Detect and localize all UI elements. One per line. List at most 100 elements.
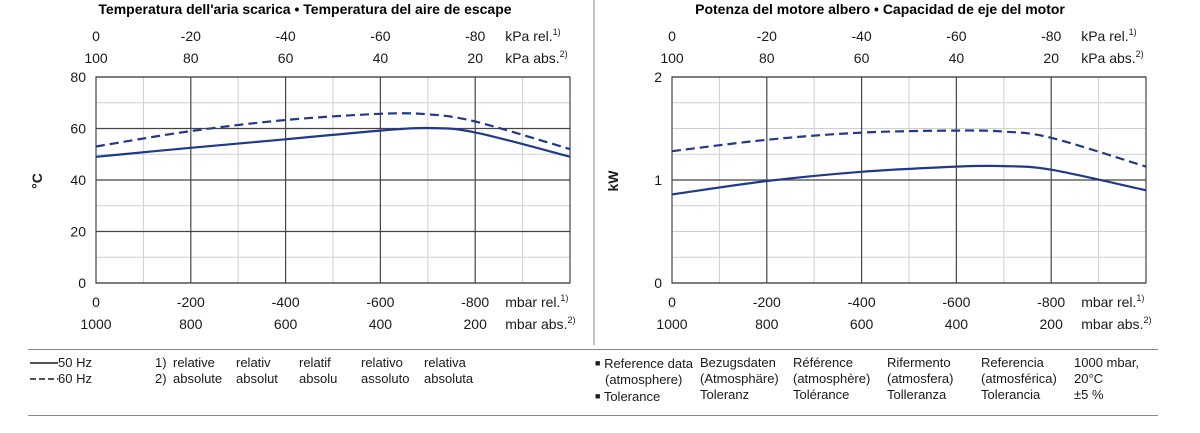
reference-es-tol: Tolerancia <box>981 387 1041 402</box>
y-tick-label: 20 <box>70 224 86 240</box>
footnote-en: relative absolute <box>173 355 222 387</box>
x-top-rel-tick-label: -80 <box>465 28 485 44</box>
series-line-50hz <box>671 164 1147 196</box>
legend-top-rule <box>28 349 1158 350</box>
reference-it-tol: Tolleranza <box>887 387 947 402</box>
legend-entry-60hz: 60 Hz <box>30 371 92 387</box>
y-tick-label: 80 <box>70 69 86 85</box>
reference-it: Rifermento (atmosfera) Tolleranza <box>887 355 953 403</box>
footnote-fr-rel: relatif <box>299 355 331 370</box>
reference-en-data: ■ Reference data <box>595 355 693 372</box>
reference-de-tol: Toleranz <box>700 387 750 402</box>
x-top-abs-tick-label: 20 <box>1043 50 1059 66</box>
reference-es-data: Referencia <box>981 355 1044 370</box>
x-bottom-rel-tick-label: 0 <box>668 294 676 310</box>
y-tick-label: 0 <box>654 275 662 291</box>
x-bottom-abs-tick-label: 400 <box>369 316 393 332</box>
x-top-abs-tick-label: 100 <box>660 50 684 66</box>
reference-data: ■ Reference data (atmosphere) ■ Toleranc… <box>595 355 1155 409</box>
line-style-legend: 50 Hz 60 Hz <box>30 355 92 387</box>
footnotes: 1) 2) relative absolute relativ absolut … <box>155 355 495 395</box>
chart-title: Potenza del motore albero • Capacidad de… <box>695 1 1065 17</box>
x-bottom-rel-tick-label: -400 <box>272 294 300 310</box>
x-top-abs-tick-label: 80 <box>759 50 775 66</box>
reference-en-atm: (atmosphere) <box>605 372 683 387</box>
x-top-rel-tick-label: -40 <box>851 28 871 44</box>
y-tick-label: 40 <box>70 172 86 188</box>
x-bottom-rel-tick-label: 0 <box>92 294 100 310</box>
footnote-de-abs: absolut <box>236 371 278 386</box>
reference-it-atm: (atmosfera) <box>887 371 954 386</box>
x-top-abs-tick-label: 80 <box>183 50 199 66</box>
x-bottom-rel-tick-label: -200 <box>753 294 781 310</box>
footnote-es: relativa absoluta <box>424 355 473 387</box>
x-bottom-abs-tick-label: 1000 <box>656 316 687 332</box>
plot-frame <box>95 76 571 284</box>
footnote-1: 1) <box>155 355 167 370</box>
x-top-rel-tick-label: -60 <box>370 28 390 44</box>
x-top-abs-tick-label: 60 <box>854 50 870 66</box>
dashed-line-swatch <box>30 378 58 380</box>
x-bottom-rel-tick-label: -800 <box>1037 294 1065 310</box>
footnote-es-rel: relativa <box>424 355 466 370</box>
reference-fr-tol: Tolérance <box>793 387 850 402</box>
chart-title: Temperatura dell'aria scarica • Temperat… <box>98 1 511 17</box>
reference-fr-atm: (atmosphère) <box>793 371 871 386</box>
legend-label-60hz: 60 Hz <box>58 371 92 386</box>
legend-entry-50hz: 50 Hz <box>30 355 92 371</box>
reference-fr-data: Référence <box>793 355 853 370</box>
footnote-fr-abs: absolu <box>299 371 338 386</box>
bullet-icon: ■ <box>595 391 601 401</box>
x-bottom-rel-tick-label: -400 <box>848 294 876 310</box>
charts-area: Temperatura dell'aria scarica • Temperat… <box>29 0 1151 345</box>
y-tick-label: 1 <box>654 172 662 188</box>
x-bottom-rel-tick-label: -800 <box>461 294 489 310</box>
reference-pressure: 1000 mbar, <box>1074 355 1140 370</box>
reference-en-label: Reference data <box>604 356 693 371</box>
x-bottom-abs-tick-label: 200 <box>464 316 488 332</box>
x-top-rel-tick-label: 0 <box>92 28 100 44</box>
series-line-50hz <box>95 126 571 158</box>
x-top-rel-unit: kPa rel.1) <box>1081 27 1136 44</box>
x-top-abs-tick-label: 40 <box>373 50 389 66</box>
footnote-fr: relatif absolu <box>299 355 337 387</box>
reference-es: Referencia (atmosférica) Tolerancia <box>981 355 1057 403</box>
x-top-abs-tick-label: 40 <box>949 50 965 66</box>
x-top-abs-unit: kPa abs.2) <box>505 49 568 66</box>
y-axis-label: kW <box>605 170 621 192</box>
x-bottom-rel-tick-label: -600 <box>366 294 394 310</box>
y-tick-label: 0 <box>78 275 86 291</box>
reference-tolerance: ±5 % <box>1074 387 1104 402</box>
series-line-60hz <box>95 112 571 151</box>
chart-exhaust-air-temperature: Temperatura dell'aria scarica • Temperat… <box>29 1 575 332</box>
x-bottom-abs-unit: mbar abs.2) <box>1081 315 1151 332</box>
y-tick-label: 60 <box>70 121 86 137</box>
reference-fr: Référence (atmosphère) Tolérance <box>793 355 870 403</box>
footnote-en-abs: absolute <box>173 371 223 386</box>
footnote-it-abs: assoluto <box>361 371 410 386</box>
x-bottom-abs-tick-label: 1000 <box>80 316 111 332</box>
x-bottom-rel-tick-label: -200 <box>177 294 205 310</box>
x-top-rel-tick-label: 0 <box>668 28 676 44</box>
footnote-numbers: 1) 2) <box>155 355 167 387</box>
x-bottom-abs-tick-label: 600 <box>850 316 874 332</box>
x-bottom-abs-unit: mbar abs.2) <box>505 315 575 332</box>
x-top-abs-tick-label: 60 <box>278 50 294 66</box>
plot-frame <box>671 76 1147 284</box>
chart-motor-shaft-power: Potenza del motore albero • Capacidad de… <box>605 1 1151 332</box>
reference-temperature: 20°C <box>1074 371 1104 386</box>
x-bottom-rel-unit: mbar rel.1) <box>505 293 568 310</box>
x-bottom-rel-tick-label: -600 <box>942 294 970 310</box>
y-axis-label: °C <box>29 173 45 189</box>
x-bottom-abs-tick-label: 400 <box>945 316 969 332</box>
reference-values: 1000 mbar, 20°C ±5 % <box>1074 355 1139 403</box>
footnote-it-rel: relativo <box>361 355 403 370</box>
footnote-2: 2) <box>155 371 167 386</box>
reference-de-data: Bezugsdaten <box>700 355 776 370</box>
y-tick-label: 2 <box>654 69 662 85</box>
x-top-rel-tick-label: -40 <box>275 28 295 44</box>
reference-it-data: Rifermento <box>887 355 951 370</box>
footnote-de: relativ absolut <box>236 355 278 387</box>
x-top-rel-tick-label: -20 <box>757 28 777 44</box>
footnote-de-rel: relativ <box>236 355 271 370</box>
